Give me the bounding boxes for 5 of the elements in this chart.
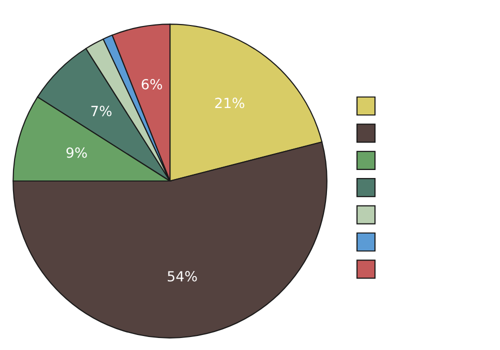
data-label: 6% [142,78,162,90]
data-label: 54% [168,271,197,282]
data-label: 9% [66,147,87,158]
data-label: 7% [91,106,112,116]
data-label: 21% [215,98,244,108]
